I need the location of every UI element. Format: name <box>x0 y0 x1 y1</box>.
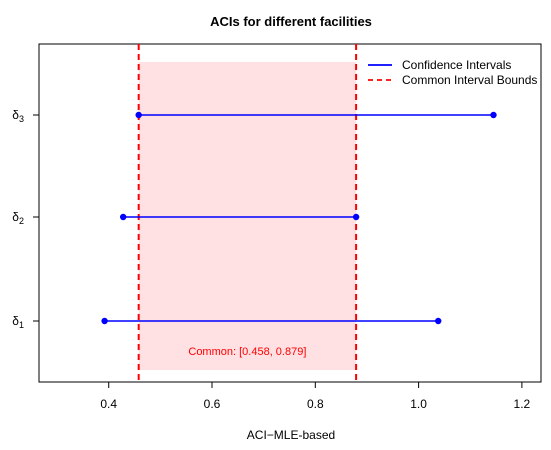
y-tick-label-3: δ3 <box>12 108 24 124</box>
common-interval-shade <box>138 62 357 370</box>
y-tick-label-2: δ2 <box>12 210 24 226</box>
interval-upper-point-1 <box>435 317 442 325</box>
interval-lower-point-2 <box>119 213 127 221</box>
common-annotation: Common: [0.458, 0.879] <box>188 346 306 358</box>
x-tick-label-4: 1.0 <box>410 397 427 411</box>
y-tick-label-1: δ1 <box>12 314 24 330</box>
y-tick-subscript-3: 3 <box>19 114 24 124</box>
y-tick-symbol-2: δ <box>12 210 19 224</box>
y-tick-symbol-1: δ <box>12 314 19 328</box>
interval-lower-point-1 <box>101 317 108 325</box>
x-tick-label-3: 0.8 <box>307 397 324 411</box>
interval-upper-point-2 <box>352 213 360 221</box>
plot-border <box>38 43 542 383</box>
x-tick-label-1: 0.4 <box>100 397 117 411</box>
x-tick-label-5: 1.2 <box>514 397 531 411</box>
y-tick-symbol-3: δ <box>12 108 19 122</box>
legend-label-2: Common Interval Bounds <box>402 73 537 87</box>
interval-upper-point-3 <box>490 111 497 119</box>
y-tick-subscript-1: 1 <box>19 320 24 330</box>
legend-label-1: Confidence Intervals <box>402 58 511 72</box>
chart-title: ACIs for different facilities <box>210 14 372 29</box>
x-axis-label: ACI−MLE-based <box>247 428 335 442</box>
interval-lower-point-3 <box>135 111 142 119</box>
x-tick-label-2: 0.6 <box>204 397 221 411</box>
y-tick-subscript-2: 2 <box>19 216 24 226</box>
